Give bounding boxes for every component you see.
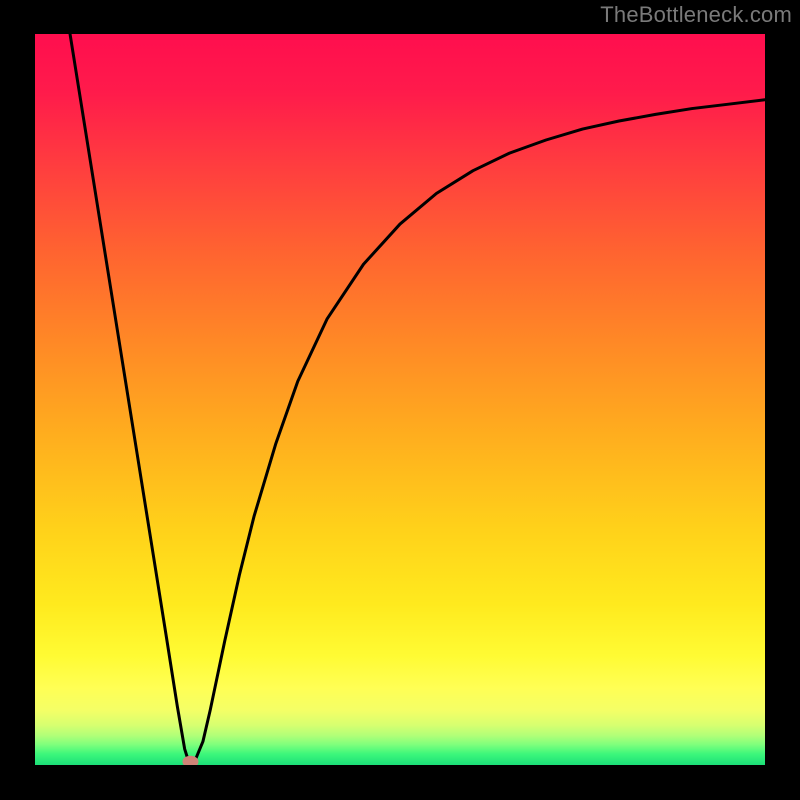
- gradient-background: [35, 34, 765, 765]
- watermark-text: TheBottleneck.com: [600, 2, 792, 28]
- chart-container: TheBottleneck.com: [0, 0, 800, 800]
- bottleneck-chart: [0, 0, 800, 800]
